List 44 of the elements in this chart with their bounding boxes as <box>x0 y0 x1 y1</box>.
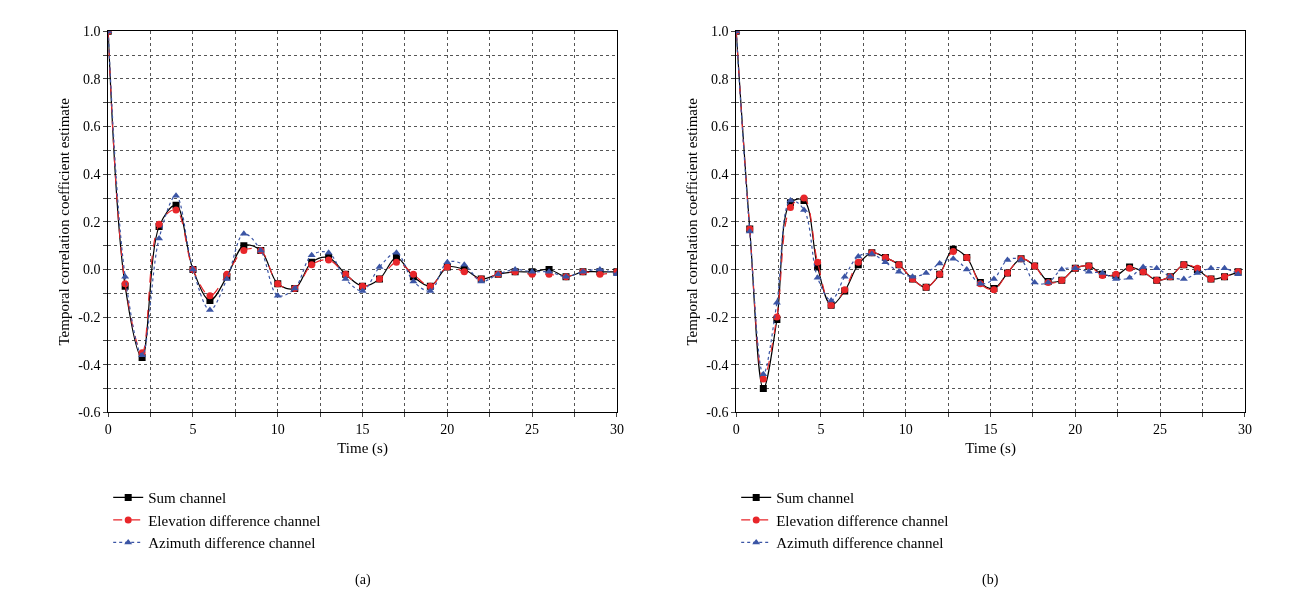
x-tick-label: 5 <box>817 422 825 438</box>
x-tick-label: 15 <box>983 422 998 438</box>
y-tick-label: 0.2 <box>82 214 101 230</box>
y-tick-label: -0.4 <box>78 357 101 373</box>
y-tick-label: -0.6 <box>706 405 729 421</box>
y-tick-label: 0.4 <box>710 167 729 183</box>
x-tick-label: 25 <box>1153 422 1168 438</box>
x-tick-label: 15 <box>355 422 370 438</box>
x-tick-label: 0 <box>104 422 112 438</box>
legend-label: Elevation difference channel <box>148 512 321 529</box>
y-tick-label: 0.6 <box>82 119 101 135</box>
y-axis-title: Temporal correlation coefficient estimate <box>684 97 701 346</box>
y-tick-label: 0.8 <box>82 71 101 87</box>
y-tick-label: -0.4 <box>706 357 729 373</box>
y-tick-label: -0.6 <box>78 405 101 421</box>
y-tick-label: 0.0 <box>82 262 101 278</box>
x-axis-title: Time (s) <box>965 440 1016 458</box>
y-axis-title: Temporal correlation coefficient estimate <box>56 97 73 346</box>
x-tick-label: 20 <box>440 422 455 438</box>
y-tick-label: -0.2 <box>78 310 101 326</box>
x-tick-label: 5 <box>189 422 197 438</box>
y-tick-label: 0.2 <box>710 214 729 230</box>
y-tick-label: 0.8 <box>710 71 729 87</box>
legend-label: Azimuth difference channel <box>148 535 316 552</box>
x-axis-title: Time (s) <box>337 440 388 458</box>
y-tick-label: 0.6 <box>710 119 729 135</box>
legend-label: Sum channel <box>148 490 227 507</box>
y-tick-label: 1.0 <box>82 24 101 40</box>
x-tick-label: 30 <box>1237 422 1252 438</box>
y-tick-label: 0.0 <box>710 262 729 278</box>
x-tick-label: 10 <box>898 422 913 438</box>
x-tick-label: 10 <box>270 422 285 438</box>
x-tick-label: 0 <box>732 422 740 438</box>
text: (b) <box>982 572 999 588</box>
legend-label: Sum channel <box>776 490 855 507</box>
y-tick-label: 0.4 <box>82 167 101 183</box>
x-tick-label: 30 <box>609 422 624 438</box>
legend-label: Elevation difference channel <box>776 512 949 529</box>
y-tick-label: -0.2 <box>706 310 729 326</box>
text: (a) <box>355 572 371 588</box>
legend-label: Azimuth difference channel <box>776 535 944 552</box>
y-tick-label: 1.0 <box>710 24 729 40</box>
x-tick-label: 25 <box>525 422 540 438</box>
x-tick-label: 20 <box>1068 422 1083 438</box>
